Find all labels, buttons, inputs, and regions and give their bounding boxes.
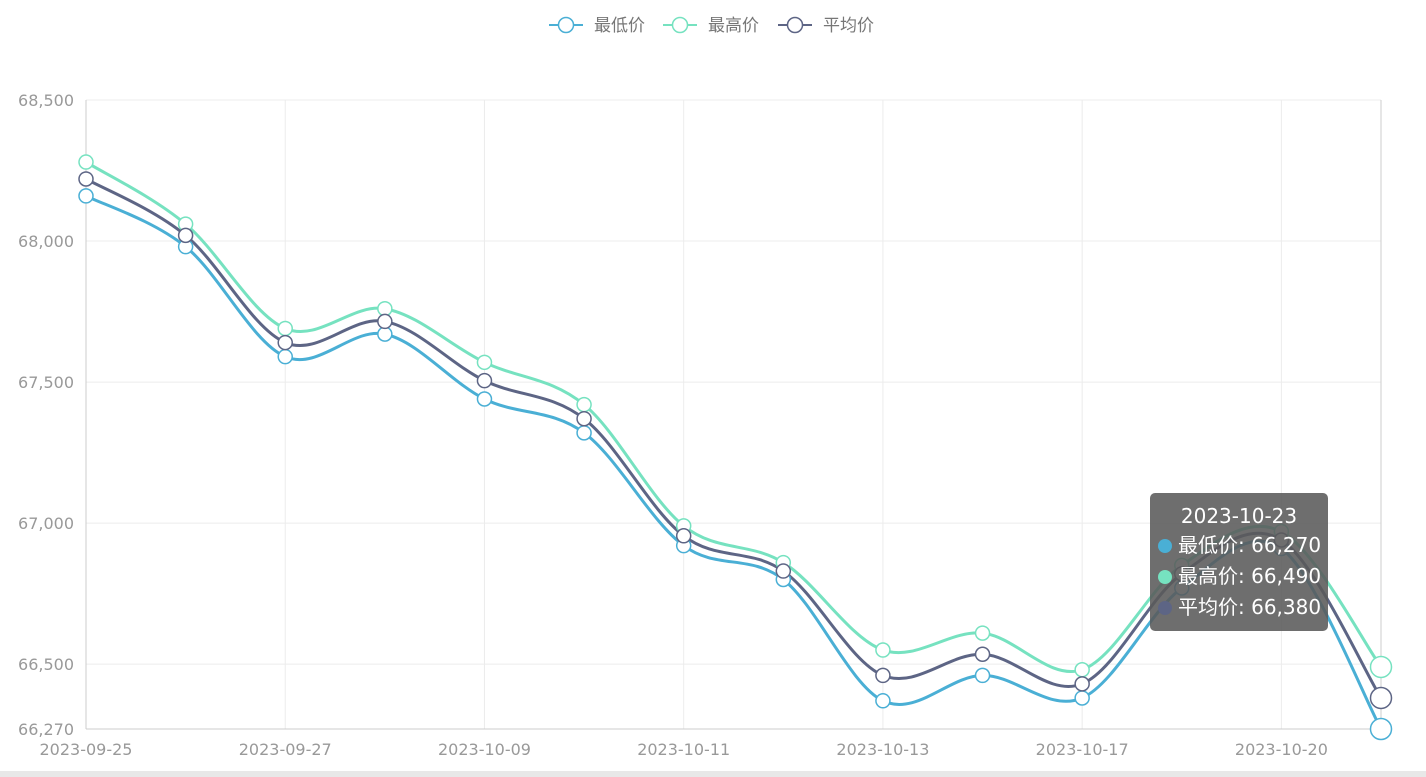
- legend-label-low: 最低价: [594, 16, 645, 36]
- data-point-avg: [775, 563, 792, 579]
- data-point-high: [576, 396, 592, 413]
- data-point-avg: [875, 667, 891, 684]
- x-tick-label: 2023-09-25: [40, 740, 133, 759]
- tooltip: 2023-10-23 最低价: 66,270 最高价: 66,490 平均价: …: [1150, 493, 1328, 631]
- x-tick-label: 2023-10-13: [836, 740, 929, 759]
- grid-lines: [86, 99, 1381, 729]
- legend-marker-low: [557, 16, 575, 34]
- tooltip-label-high: 最高价: [1178, 564, 1238, 588]
- data-point-avg: [78, 171, 94, 187]
- tooltip-label-low: 最低价: [1178, 533, 1238, 557]
- y-tick-label: 67,500: [18, 373, 74, 392]
- data-point-avg: [576, 410, 592, 427]
- x-tick-label: 2023-09-27: [239, 740, 332, 759]
- tooltip-title: 2023-10-23: [1180, 504, 1298, 528]
- data-point-low: [377, 326, 393, 342]
- data-point-low: [78, 188, 94, 204]
- data-point-high: [78, 154, 94, 170]
- legend: 最低价 最高价 平均价: [549, 16, 874, 36]
- data-point-low: [576, 425, 592, 441]
- data-point-avg: [1074, 676, 1090, 692]
- data-point-low: [875, 693, 891, 709]
- data-point-high: [476, 354, 493, 371]
- data-point-avg: [177, 227, 194, 244]
- legend-marker-high: [671, 16, 689, 34]
- data-point-avg: [675, 528, 692, 544]
- y-tick-label: 67,000: [18, 514, 74, 533]
- data-point-low: [476, 391, 493, 407]
- data-point-low: [1369, 717, 1393, 741]
- tooltip-row-high: 最高价: 66,490: [1158, 561, 1322, 592]
- tooltip-value-low: 66,270: [1251, 533, 1322, 557]
- data-point-avg: [377, 313, 393, 330]
- legend-label-high: 最高价: [708, 16, 759, 36]
- data-point-avg: [277, 334, 293, 351]
- y-tick-label: 66,500: [18, 655, 74, 674]
- axes: 68,50068,00067,50067,00066,50066,2702023…: [18, 91, 1382, 759]
- data-point-avg: [974, 646, 991, 663]
- tooltip-row-avg: 平均价: 66,380: [1158, 592, 1322, 623]
- data-point-high: [1369, 655, 1393, 679]
- data-point-low: [1074, 690, 1090, 706]
- tooltip-sep-avg: :: [1238, 595, 1252, 619]
- series-lines: [85, 160, 1383, 730]
- y-tick-label: 66,270: [18, 720, 74, 739]
- tooltip-value-high: 66,490: [1251, 564, 1322, 588]
- tooltip-label-avg: 平均价: [1178, 595, 1238, 619]
- legend-label-avg: 平均价: [823, 16, 874, 36]
- data-point-low: [974, 667, 991, 684]
- x-tick-label: 2023-10-09: [438, 740, 531, 759]
- x-tick-label: 2023-10-11: [637, 740, 730, 759]
- data-point-high: [1074, 662, 1090, 678]
- tooltip-sep-high: :: [1238, 564, 1252, 588]
- data-point-avg: [1369, 686, 1393, 710]
- tooltip-dot-high: [1158, 569, 1172, 584]
- tooltip-row-low: 最低价: 66,270: [1158, 530, 1322, 561]
- bottom-scroll-strip: [0, 771, 1426, 777]
- series-line-low: [85, 194, 1383, 730]
- tooltip-dot-low: [1158, 538, 1172, 553]
- x-tick-label: 2023-10-17: [1036, 740, 1129, 759]
- tooltip-sep-low: :: [1238, 533, 1252, 557]
- tooltip-value-avg: 66,380: [1251, 595, 1322, 619]
- data-point-high: [974, 625, 991, 641]
- data-points: [78, 154, 1393, 741]
- data-point-avg: [476, 372, 493, 389]
- x-tick-label: 2023-10-20: [1235, 740, 1328, 759]
- y-tick-label: 68,000: [18, 232, 74, 251]
- data-point-high: [875, 642, 891, 658]
- data-point-high: [277, 320, 293, 337]
- data-point-low: [277, 348, 293, 365]
- tooltip-dot-avg: [1158, 600, 1172, 615]
- legend-marker-avg: [786, 16, 804, 34]
- data-point-high: [377, 300, 393, 317]
- y-tick-label: 68,500: [18, 91, 74, 110]
